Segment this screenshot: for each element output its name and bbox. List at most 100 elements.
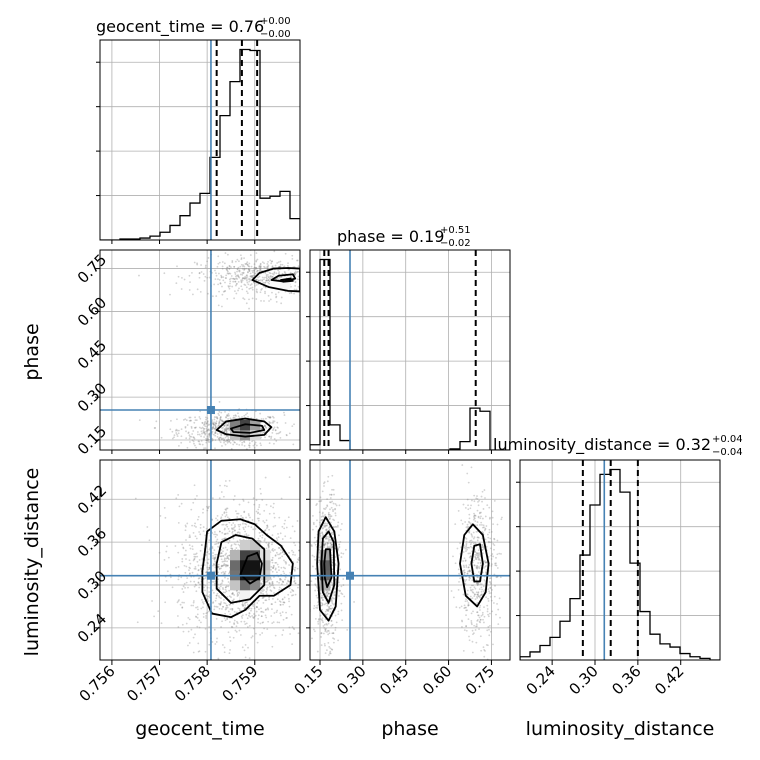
panel-phase-vs-luminosity-distance-point <box>461 619 463 622</box>
hist-luminosity-distance-bar-13 <box>650 634 660 660</box>
panel-geocent-time-vs-phase-point <box>268 282 271 285</box>
panel-geocent-time-vs-phase-point <box>248 298 250 301</box>
panel-geocent-time-vs-phase-point <box>195 446 198 449</box>
panel-geocent-time-vs-phase-point <box>201 432 203 435</box>
panel-phase-vs-luminosity-distance-point <box>323 544 326 547</box>
panel-geocent-time-vs-luminosity-distance-point <box>192 636 195 639</box>
panel-geocent-time-vs-phase-point <box>219 441 222 444</box>
panel-phase-vs-luminosity-distance-point <box>495 613 497 616</box>
panel-phase-vs-luminosity-distance-point <box>466 589 469 592</box>
panel-geocent-time-vs-luminosity-distance-point <box>268 512 271 515</box>
panel-geocent-time-vs-luminosity-distance-point <box>199 527 202 529</box>
ytick-label-luminosity-distance: 0.36 <box>74 524 110 560</box>
panel-phase-vs-luminosity-distance-point <box>310 544 313 546</box>
panel-phase-vs-luminosity-distance-point <box>327 622 330 625</box>
panel-geocent-time-vs-phase-point <box>185 419 188 422</box>
panel-geocent-time-vs-phase-point <box>234 284 237 287</box>
panel-geocent-time-vs-luminosity-distance-point <box>271 645 274 648</box>
panel-geocent-time-vs-luminosity-distance-point <box>196 625 199 628</box>
panel-geocent-time-vs-luminosity-distance-point <box>200 564 203 567</box>
panel-geocent-time-vs-luminosity-distance-point <box>254 528 257 530</box>
panel-phase-vs-luminosity-distance-point <box>334 508 336 511</box>
panel-geocent-time-vs-luminosity-distance-point <box>287 579 289 582</box>
panel-geocent-time-vs-luminosity-distance-point <box>291 549 293 552</box>
panel-phase-vs-luminosity-distance-point <box>474 514 477 517</box>
panel-geocent-time-vs-luminosity-distance-point <box>267 620 270 623</box>
panel-phase-vs-luminosity-distance-point <box>472 610 474 613</box>
panel-geocent-time-vs-luminosity-distance-point <box>204 589 206 592</box>
panel-geocent-time-vs-phase-point <box>212 422 215 425</box>
panel-phase-vs-luminosity-distance-point <box>478 499 481 502</box>
panel-phase-vs-luminosity-distance-point <box>496 539 499 542</box>
panel-geocent-time-vs-phase-point <box>189 281 191 284</box>
panel-phase-vs-luminosity-distance-point <box>481 524 483 526</box>
panel-geocent-time-vs-phase-point <box>250 279 252 282</box>
panel-geocent-time-vs-luminosity-distance-contour-2 <box>239 551 263 585</box>
panel-geocent-time-vs-luminosity-distance-point <box>263 539 266 542</box>
panel-phase-vs-luminosity-distance-point <box>494 562 496 565</box>
panel-geocent-time-vs-luminosity-distance-point <box>196 555 199 558</box>
panel-phase-vs-luminosity-distance-point <box>483 615 486 618</box>
panel-geocent-time-vs-phase-point <box>220 438 223 441</box>
panel-geocent-time-vs-phase-point <box>220 411 223 414</box>
panel-geocent-time-vs-phase-point <box>266 266 268 269</box>
panel-phase-vs-luminosity-distance-point <box>467 604 470 607</box>
panel-phase-vs-luminosity-distance-point <box>468 513 471 516</box>
panel-phase-vs-luminosity-distance-point <box>476 625 478 628</box>
panel-geocent-time-vs-phase-point <box>238 276 241 279</box>
panel-geocent-time-vs-phase-point <box>297 270 300 273</box>
panel-phase-vs-luminosity-distance-point <box>331 607 334 610</box>
panel-geocent-time-vs-luminosity-distance-point <box>241 516 244 519</box>
panel-phase-vs-luminosity-distance-point <box>489 586 492 589</box>
panel-phase-vs-luminosity-distance-point <box>479 604 482 607</box>
panel-geocent-time-vs-luminosity-distance-point <box>288 626 291 629</box>
panel-geocent-time-vs-luminosity-distance-point <box>166 545 168 548</box>
panel-geocent-time-vs-luminosity-distance-point <box>264 529 266 532</box>
panel-geocent-time-vs-phase-point <box>229 417 232 420</box>
panel-geocent-time-vs-luminosity-distance-point <box>260 592 263 595</box>
panel-phase-vs-luminosity-distance-point <box>344 548 347 551</box>
panel-geocent-time-vs-luminosity-distance-point <box>280 566 283 569</box>
panel-geocent-time-vs-luminosity-distance-point <box>182 585 185 588</box>
panel-geocent-time-vs-luminosity-distance-point <box>253 503 256 506</box>
panel-phase-vs-luminosity-distance-point <box>468 579 471 581</box>
panel-phase-vs-luminosity-distance-point <box>323 546 326 549</box>
panel-geocent-time-vs-phase-point <box>228 429 230 432</box>
panel-geocent-time-vs-luminosity-distance-point <box>248 624 251 627</box>
panel-geocent-time-vs-luminosity-distance-point <box>270 615 273 617</box>
panel-geocent-time-vs-phase-point <box>279 436 282 439</box>
panel-geocent-time-vs-luminosity-distance-point <box>223 511 226 514</box>
panel-geocent-time-vs-luminosity-distance-point <box>315 611 317 613</box>
panel-geocent-time-vs-phase-point <box>307 278 309 280</box>
panel-geocent-time-vs-luminosity-distance-point <box>198 531 201 533</box>
panel-geocent-time-vs-luminosity-distance-point <box>293 577 296 580</box>
panel-geocent-time-vs-luminosity-distance-point <box>199 523 202 526</box>
panel-phase-vs-luminosity-distance-point <box>480 649 483 652</box>
panel-geocent-time-vs-phase-point <box>255 267 258 270</box>
panel-phase-vs-luminosity-distance-point <box>476 552 478 555</box>
panel-geocent-time-vs-phase-point <box>211 426 214 429</box>
panel-geocent-time-vs-luminosity-distance-point <box>241 522 244 525</box>
xtick-label-geocent-time: 0.757 <box>123 662 166 705</box>
panel-geocent-time-vs-phase-point <box>227 270 229 273</box>
panel-phase-vs-luminosity-distance-point <box>313 630 316 633</box>
panel-geocent-time-vs-luminosity-distance-point <box>226 525 229 528</box>
panel-phase-vs-luminosity-distance-point <box>474 541 476 544</box>
panel-geocent-time-vs-phase-point <box>245 263 248 266</box>
panel-geocent-time-vs-luminosity-distance-point <box>298 556 300 559</box>
panel-geocent-time-vs-luminosity-distance-point <box>280 548 282 551</box>
panel-phase-vs-luminosity-distance-point <box>320 596 323 599</box>
panel-phase-vs-luminosity-distance-point <box>316 596 319 599</box>
panel-phase-vs-luminosity-distance-point <box>467 602 470 604</box>
panel-geocent-time-vs-luminosity-distance-point <box>228 539 231 542</box>
xtick-label-luminosity-distance: 0.24 <box>523 662 559 698</box>
panel-geocent-time-vs-phase-point <box>313 270 315 272</box>
panel-phase-vs-luminosity-distance-point <box>487 644 489 647</box>
panel-geocent-time-vs-luminosity-distance-point <box>180 502 183 505</box>
panel-geocent-time-vs-luminosity-distance-point <box>273 612 276 614</box>
panel-phase-vs-luminosity-distance-point <box>340 523 343 525</box>
panel-geocent-time-vs-phase-point <box>302 287 304 289</box>
panel-geocent-time-vs-luminosity-distance-point <box>219 484 221 487</box>
panel-geocent-time-vs-phase-point <box>238 287 240 290</box>
panel-phase-vs-luminosity-distance-point <box>329 610 332 613</box>
